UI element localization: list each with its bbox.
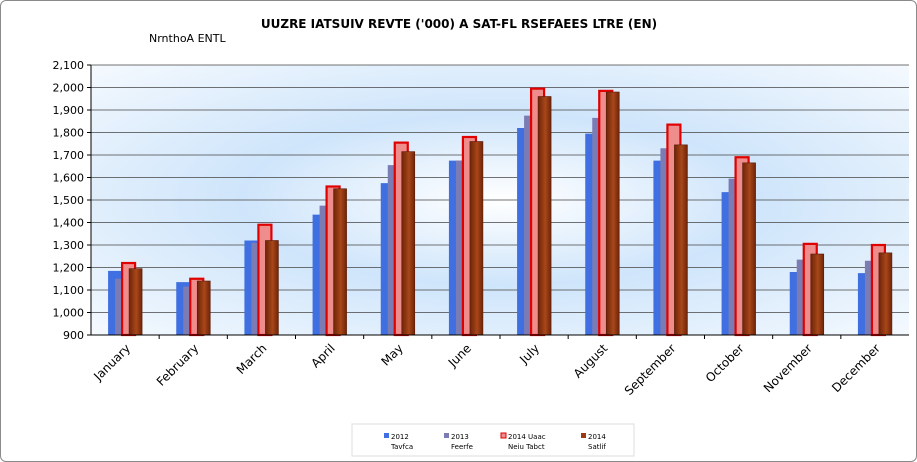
x-tick-label: July bbox=[516, 341, 542, 367]
y-tick-label: 1,200 bbox=[53, 262, 85, 275]
bar-2014-september bbox=[674, 144, 688, 336]
y-tick-label: 1,600 bbox=[53, 172, 85, 185]
y-tick-label: 1,900 bbox=[53, 104, 85, 117]
bar-2014-july bbox=[537, 96, 552, 336]
bar-2014-june bbox=[469, 141, 484, 336]
x-tick-label: October bbox=[703, 341, 747, 385]
bar-2014-march bbox=[265, 240, 279, 336]
y-tick-label: 1,000 bbox=[53, 307, 85, 320]
bar-2014-december bbox=[878, 252, 893, 336]
legend: 2012 Tavfca 2013 Feerfe 2014 Uaac Neiu Tabct 2… bbox=[351, 423, 635, 457]
legend-swatch bbox=[384, 433, 389, 438]
legend-box bbox=[351, 423, 635, 457]
legend-label-line2: Neiu Tabct bbox=[508, 443, 545, 451]
bar-2014-october bbox=[742, 162, 756, 336]
y-tick-label: 900 bbox=[63, 329, 84, 342]
y-tick-label: 2,100 bbox=[53, 59, 85, 72]
legend-label: 2013 bbox=[451, 433, 469, 441]
y-tick-label: 1,400 bbox=[53, 217, 85, 230]
x-tick-label: August bbox=[571, 341, 611, 381]
legend-label-line2: Feerfe bbox=[451, 443, 473, 451]
legend-swatch bbox=[444, 433, 449, 438]
legend-label-line2: Tavfca bbox=[390, 443, 413, 451]
bar-2014-january bbox=[128, 268, 143, 336]
legend-label: 2014 bbox=[588, 433, 606, 441]
x-tick-label: December bbox=[829, 341, 883, 395]
legend-swatch bbox=[581, 433, 586, 438]
y-axis-ticks: 900 1,000 1,100 1,200 1,300 1,400 1,500 1,600 1,… bbox=[53, 59, 91, 342]
x-tick-label: May bbox=[378, 341, 405, 368]
y-tick-label: 1,800 bbox=[53, 127, 85, 140]
x-tick-label: November bbox=[761, 341, 815, 395]
chart-title: UUZRE IATSUIV REVTE ('000) A SAT-FL RSEF… bbox=[261, 17, 657, 31]
legend-label: 2012 bbox=[391, 433, 409, 441]
x-axis-ticks: January February March April May June July Augu… bbox=[90, 335, 883, 398]
y-tick-label: 1,500 bbox=[53, 194, 85, 207]
y-tick-label: 1,100 bbox=[53, 284, 85, 297]
x-tick-label: June bbox=[445, 341, 474, 370]
bar-2014-april bbox=[333, 188, 347, 336]
y-tick-label: 1,300 bbox=[53, 239, 85, 252]
bar-2014-august bbox=[605, 91, 620, 336]
bar-2014-november bbox=[810, 253, 825, 336]
y-tick-label: 1,700 bbox=[53, 149, 85, 162]
legend-label: 2014 Uaac bbox=[508, 433, 546, 441]
x-tick-label: April bbox=[308, 341, 337, 370]
x-tick-label: January bbox=[90, 341, 133, 384]
x-tick-label: February bbox=[154, 341, 202, 389]
chart-subtitle: NrnthoA ENTL bbox=[149, 32, 226, 45]
legend-label-line2: Satlif bbox=[588, 443, 606, 451]
bar-2014-february bbox=[196, 280, 211, 336]
gridlines bbox=[91, 64, 909, 313]
bars bbox=[108, 87, 893, 337]
y-tick-label: 2,000 bbox=[53, 82, 85, 95]
x-tick-label: September bbox=[622, 341, 679, 398]
bar-2014-may bbox=[401, 151, 416, 336]
x-tick-label: March bbox=[234, 341, 270, 377]
legend-swatch bbox=[500, 432, 507, 439]
